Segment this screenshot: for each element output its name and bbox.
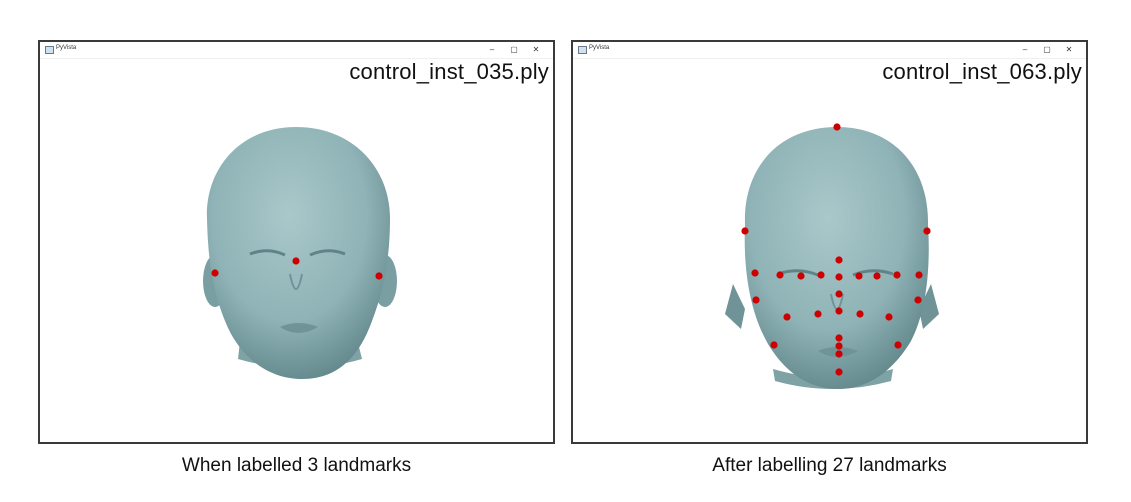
right-eye [309,249,346,257]
minimize-icon[interactable]: – [489,45,495,54]
close-icon[interactable]: ✕ [1065,45,1073,54]
landmark-point [783,313,791,321]
landmark-point [873,272,881,280]
window-titlebar[interactable]: PyVista – ▢ ✕ [40,42,553,59]
landmark-points [741,123,931,376]
landmark-point [770,341,778,349]
app-title: PyVista [56,45,77,51]
landmark-point [893,271,901,279]
landmark-point [835,256,843,264]
head-mesh-render[interactable] [40,59,553,442]
landmark-point [211,269,219,277]
close-icon[interactable]: ✕ [532,45,540,54]
app-title: PyVista [589,45,610,51]
landmark-point [923,227,931,235]
landmark-point [835,350,843,358]
landmark-point [833,123,841,131]
landmark-point [776,271,784,279]
left-eye [249,249,286,257]
landmark-point [797,272,805,280]
window-controls: – ▢ ✕ [1014,43,1080,57]
mesh-filename: control_inst_035.ply [349,59,549,84]
landmark-point [817,271,825,279]
head-surface [206,127,390,379]
landmark-point [885,313,893,321]
landmark-point [915,271,923,279]
landmark-point [835,368,843,376]
maximize-icon[interactable]: ▢ [1043,45,1051,54]
caption-right: After labelling 27 landmarks [712,455,947,476]
pyvista-window-right: PyVista – ▢ ✕ control_inst_063.ply [571,40,1088,444]
landmark-point [894,341,902,349]
landmark-point [856,310,864,318]
landmark-point [835,307,843,315]
landmark-points [211,257,383,280]
mesh-filename: control_inst_063.ply [882,59,1082,84]
app-icon [578,46,587,54]
landmark-point [835,334,843,342]
landmark-point [835,342,843,350]
landmark-point [835,273,843,281]
left-ear [725,284,745,329]
render-viewport[interactable]: control_inst_035.ply [40,59,553,442]
landmark-point [835,290,843,298]
maximize-icon[interactable]: ▢ [510,45,518,54]
right-ear [919,284,939,329]
landmark-point [741,227,749,235]
landmark-point [814,310,822,318]
landmark-point [752,296,760,304]
landmark-point [855,272,863,280]
landmark-point [292,257,300,265]
window-controls: – ▢ ✕ [481,43,547,57]
render-viewport[interactable]: control_inst_063.ply [573,59,1086,442]
nose [289,273,303,290]
landmark-point [751,269,759,277]
window-titlebar[interactable]: PyVista – ▢ ✕ [573,42,1086,59]
caption-left: When labelled 3 landmarks [181,455,412,476]
landmark-point [914,296,922,304]
mouth [280,323,318,333]
head-mesh-render[interactable] [573,59,1086,442]
minimize-icon[interactable]: – [1022,45,1028,54]
landmark-point [375,272,383,280]
app-icon [45,46,54,54]
pyvista-window-left: PyVista – ▢ ✕ control_inst_035.ply [38,40,555,444]
